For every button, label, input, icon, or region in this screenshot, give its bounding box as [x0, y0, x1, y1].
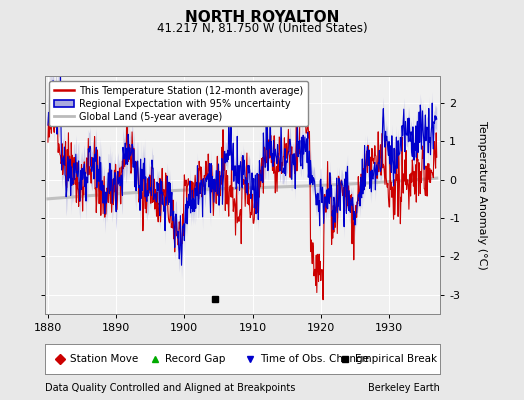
Legend: This Temperature Station (12-month average), Regional Expectation with 95% uncer: This Temperature Station (12-month avera… — [49, 81, 308, 126]
Text: Time of Obs. Change: Time of Obs. Change — [260, 354, 369, 364]
Text: Data Quality Controlled and Aligned at Breakpoints: Data Quality Controlled and Aligned at B… — [45, 383, 295, 393]
Text: Berkeley Earth: Berkeley Earth — [368, 383, 440, 393]
Y-axis label: Temperature Anomaly (°C): Temperature Anomaly (°C) — [477, 121, 487, 269]
Text: Record Gap: Record Gap — [165, 354, 225, 364]
Text: Empirical Break: Empirical Break — [355, 354, 437, 364]
Text: Station Move: Station Move — [70, 354, 138, 364]
Text: NORTH ROYALTON: NORTH ROYALTON — [185, 10, 339, 25]
Text: 41.217 N, 81.750 W (United States): 41.217 N, 81.750 W (United States) — [157, 22, 367, 35]
